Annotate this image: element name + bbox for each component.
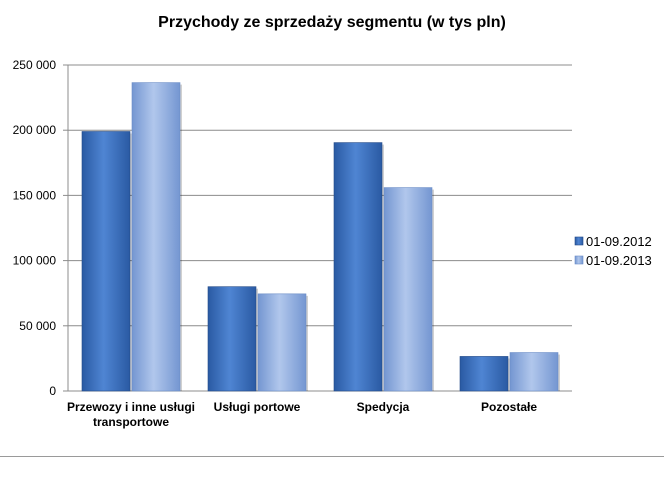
- labels: 0 50 000 100 000 150 000 200 000 250 000 Przew…: [13, 58, 538, 429]
- legend-label: 01-09.2013: [586, 253, 652, 268]
- legend-swatch: [574, 255, 584, 265]
- x-tick-label: Pozostałe: [481, 400, 537, 414]
- legend-swatch: [574, 236, 584, 246]
- bar: [81, 131, 131, 392]
- bar: [257, 293, 307, 392]
- legend: 01-09.2012 01-09.2013: [574, 234, 652, 268]
- bottom-divider: [0, 456, 664, 457]
- bar: [131, 82, 181, 392]
- chart-title: Przychody ze sprzedaży segmentu (w tys p…: [158, 14, 506, 31]
- y-tick-label: 250 000: [13, 58, 57, 72]
- y-tick-label: 100 000: [13, 254, 57, 268]
- legend-label: 01-09.2012: [586, 234, 652, 249]
- bar: [509, 352, 559, 392]
- y-tick-label: 50 000: [19, 319, 56, 333]
- y-tick-label: 0: [49, 384, 56, 398]
- x-tick-label: Usługi portowe: [214, 400, 301, 414]
- x-tick-label: Przewozy i inne usługi: [67, 400, 195, 414]
- bar: [459, 356, 509, 392]
- grid-lines: [68, 64, 572, 327]
- bar: [333, 142, 383, 392]
- bar: [207, 286, 257, 392]
- y-tick-label: 150 000: [13, 188, 57, 202]
- bars: [81, 82, 560, 392]
- bar: [383, 187, 433, 392]
- x-tick-label: transportowe: [93, 415, 169, 429]
- x-tick-label: Spedycja: [357, 400, 410, 414]
- y-tick-label: 200 000: [13, 123, 57, 137]
